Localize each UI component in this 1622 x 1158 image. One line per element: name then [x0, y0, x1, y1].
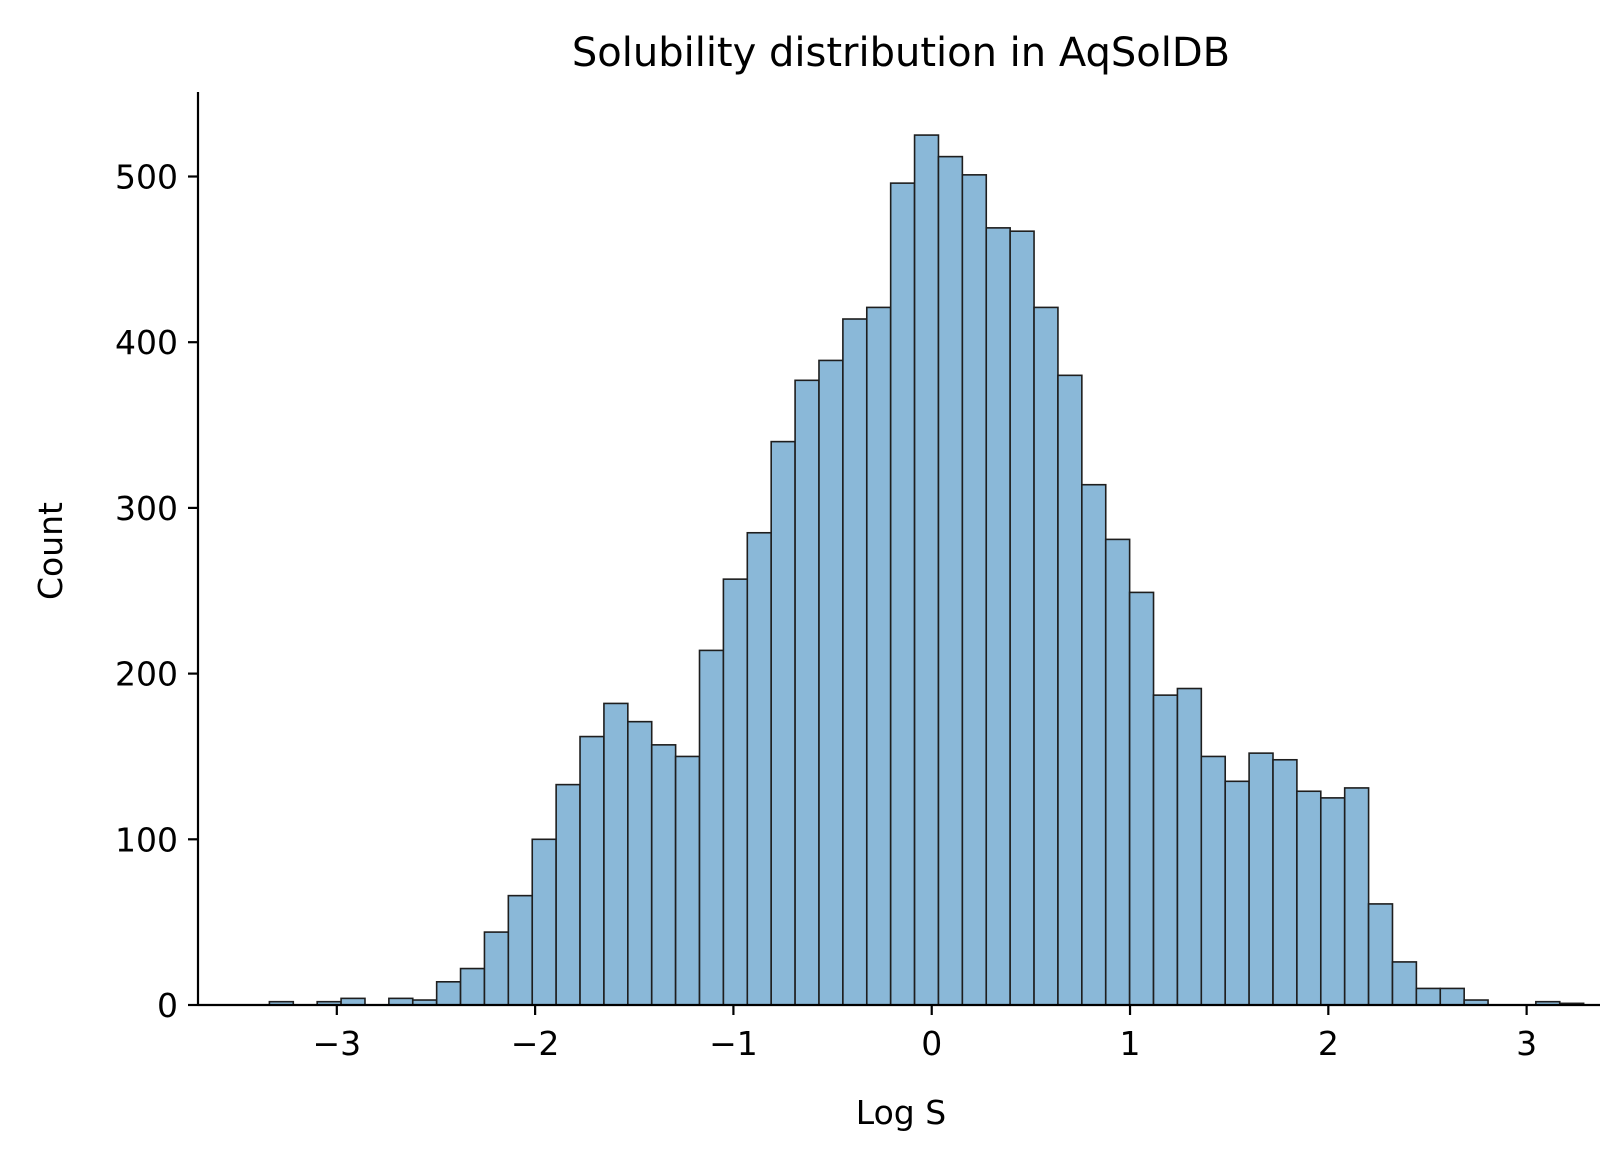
histogram-bar	[507, 894, 534, 1006]
histogram-bar	[1200, 755, 1227, 1006]
histogram-bar	[794, 379, 820, 1006]
x-tick-label: 2	[1318, 1024, 1339, 1063]
histogram-bar	[1391, 961, 1418, 1006]
chart-title: Solubility distribution in AqSolDB	[572, 30, 1230, 76]
y-axis-ticks: 0 100 200 300 400 500	[115, 158, 198, 1025]
histogram-bars	[268, 134, 1585, 1006]
histogram-bar	[531, 838, 557, 1006]
histogram-bar	[603, 702, 629, 1006]
x-tick-label: 0	[921, 1024, 942, 1063]
histogram-bar	[1081, 483, 1107, 1006]
histogram-bar	[1176, 687, 1203, 1006]
y-tick-label: 200	[115, 655, 178, 694]
histogram-bar	[889, 182, 916, 1006]
y-tick-label: 500	[115, 158, 178, 197]
x-axis-label: Log S	[856, 1093, 946, 1132]
histogram-bar	[483, 931, 510, 1006]
y-tick-label: 0	[157, 986, 178, 1025]
histogram-bar	[1128, 591, 1155, 1006]
histogram-bar	[1343, 787, 1370, 1006]
x-tick-label: −1	[709, 1024, 758, 1063]
x-tick-label: 3	[1516, 1024, 1537, 1063]
histogram-bar	[1224, 780, 1250, 1006]
histogram-bar	[1296, 790, 1322, 1006]
histogram-bar	[1415, 987, 1442, 1006]
histogram-bar	[1272, 758, 1298, 1006]
histogram-bar	[961, 174, 988, 1006]
histogram-bar	[1104, 538, 1131, 1006]
histogram-bar	[985, 227, 1011, 1006]
histogram-bar	[698, 649, 725, 1006]
histogram-bar	[1033, 306, 1059, 1006]
histogram-bar	[865, 306, 892, 1006]
y-tick-label: 100	[115, 820, 178, 859]
histogram-bar	[842, 318, 868, 1006]
y-tick-label: 300	[115, 489, 178, 528]
histogram-bar	[1439, 987, 1465, 1006]
histogram-bar	[937, 155, 964, 1006]
histogram-bar	[818, 359, 844, 1006]
histogram-bar	[579, 735, 605, 1006]
histogram-bar	[1009, 230, 1035, 1006]
histogram-bar	[627, 720, 653, 1006]
y-tick-label: 400	[115, 323, 178, 362]
histogram-bar	[1248, 752, 1274, 1006]
histogram-bar	[1152, 694, 1179, 1006]
histogram-bar	[674, 755, 701, 1006]
histogram-bar	[435, 980, 462, 1006]
histogram-bar	[722, 578, 749, 1006]
x-tick-label: 1	[1120, 1024, 1141, 1063]
x-axis-ticks: −3 −2 −1 0 1 2 3	[312, 1005, 1537, 1063]
histogram-bar	[650, 744, 677, 1006]
histogram-bar	[459, 967, 486, 1006]
histogram-bar	[1057, 374, 1083, 1006]
histogram-bar	[1367, 903, 1394, 1006]
histogram-bar	[770, 440, 796, 1006]
x-tick-label: −3	[312, 1024, 361, 1063]
y-axis-label: Count	[31, 502, 70, 600]
histogram-bar	[913, 134, 940, 1006]
histogram-bar	[1319, 797, 1346, 1006]
histogram-bar	[746, 531, 772, 1006]
x-tick-label: −2	[511, 1024, 560, 1063]
histogram-bar	[555, 783, 581, 1006]
